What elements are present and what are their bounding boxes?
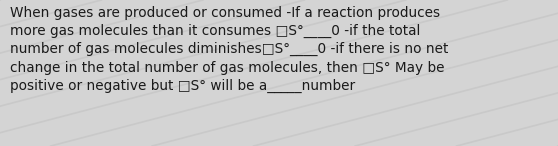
Text: When gases are produced or consumed -If a reaction produces
more gas molecules t: When gases are produced or consumed -If … xyxy=(10,6,449,93)
